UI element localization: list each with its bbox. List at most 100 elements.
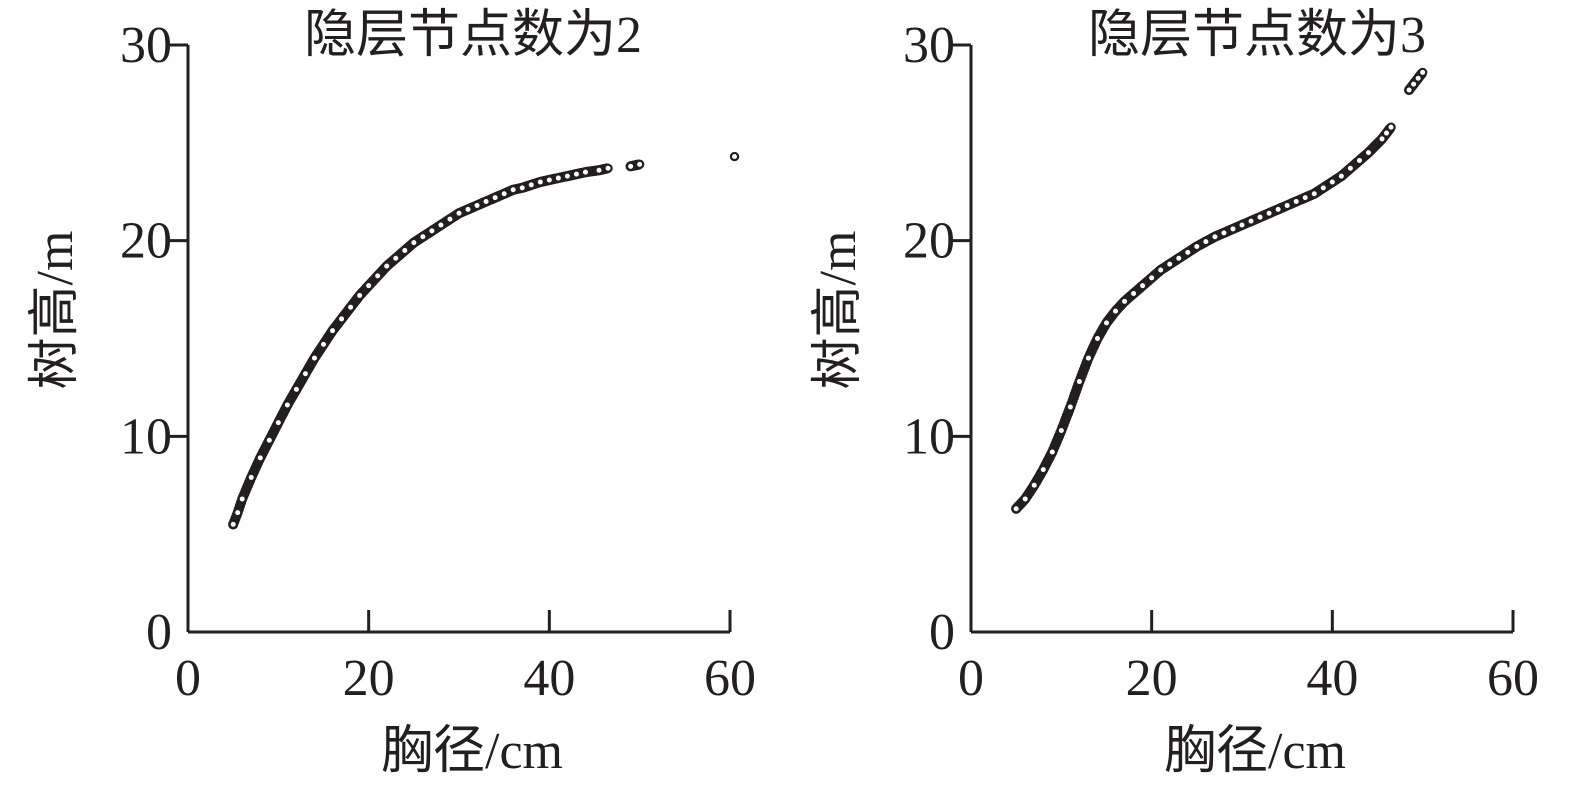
data-point <box>255 453 265 463</box>
y-tick-label: 0 <box>146 604 172 661</box>
data-point <box>1065 402 1076 412</box>
data-point <box>1381 128 1392 138</box>
x-tick-label: 0 <box>958 650 984 707</box>
data-point <box>1011 504 1021 514</box>
x-tick-label: 20 <box>343 650 395 707</box>
data-point <box>264 435 274 445</box>
data-point <box>318 339 329 350</box>
data-point <box>490 192 500 203</box>
data-point <box>1237 220 1247 230</box>
y-tick-label: 20 <box>903 213 955 270</box>
data-point <box>1219 228 1229 238</box>
data-point <box>1345 163 1356 173</box>
chart-panel-1: 隐层节点数为2 树高/m 胸径/cm 0 20 40 60 0 10 20 30 <box>27 7 756 780</box>
data-point <box>1336 171 1347 181</box>
data-point <box>228 519 238 530</box>
data-point <box>382 261 392 271</box>
data-point <box>463 204 473 215</box>
data-point <box>571 169 582 179</box>
data-point <box>391 253 401 263</box>
y-tick-label: 30 <box>120 17 172 74</box>
data-point <box>418 232 428 242</box>
data-points <box>228 151 740 530</box>
data-point <box>1282 200 1292 211</box>
data-point <box>1110 306 1121 316</box>
data-point <box>1408 79 1419 89</box>
data-point <box>729 151 740 162</box>
x-tick-label: 20 <box>1126 650 1178 707</box>
data-point <box>336 314 347 324</box>
data-point <box>427 226 437 236</box>
data-point <box>1165 259 1175 269</box>
data-point <box>1264 208 1274 218</box>
x-tick-label: 40 <box>523 650 575 707</box>
data-point <box>1201 236 1211 247</box>
data-point <box>400 245 410 256</box>
data-point <box>345 302 356 312</box>
data-point <box>1029 480 1039 490</box>
data-point <box>1417 67 1428 78</box>
y-tick-label: 30 <box>903 17 955 74</box>
data-point <box>603 163 613 173</box>
x-axis-label: 胸径/cm <box>1164 723 1346 780</box>
data-point <box>1246 216 1256 226</box>
data-point <box>1038 464 1048 475</box>
data-point <box>327 325 338 336</box>
data-point <box>273 417 284 428</box>
data-point <box>1056 425 1067 436</box>
data-point <box>580 167 591 177</box>
data-point <box>1183 247 1193 258</box>
data-point <box>562 171 573 181</box>
data-point <box>594 165 604 175</box>
data-point <box>363 280 374 291</box>
data-point <box>232 507 243 518</box>
data-point <box>1210 232 1220 242</box>
y-tick-label: 10 <box>903 408 955 465</box>
y-tick-label: 10 <box>120 408 172 465</box>
data-point <box>1318 183 1329 193</box>
data-point <box>526 180 536 190</box>
data-point <box>409 237 419 248</box>
data-point <box>1273 204 1283 215</box>
data-point <box>1192 241 1202 252</box>
data-point <box>508 185 518 195</box>
y-tick-label: 20 <box>120 213 172 270</box>
data-point <box>445 214 455 224</box>
data-point <box>472 200 482 211</box>
data-point <box>1047 447 1058 457</box>
data-point <box>1300 192 1310 203</box>
data-point <box>535 177 546 187</box>
data-point <box>499 189 509 199</box>
chart-title: 隐层节点数为3 <box>1088 7 1426 64</box>
x-tick-label: 60 <box>1487 650 1539 707</box>
y-tick-label: 0 <box>929 604 955 661</box>
data-point <box>300 369 311 379</box>
data-point <box>1146 273 1157 283</box>
x-tick-label: 40 <box>1306 650 1358 707</box>
data-point <box>1083 353 1094 363</box>
chart-title: 隐层节点数为2 <box>304 7 642 64</box>
data-point <box>1074 376 1085 387</box>
tick-group: 0 20 40 60 0 10 20 30 <box>120 17 756 707</box>
y-axis-label: 树高/m <box>810 231 867 390</box>
data-point <box>481 196 491 207</box>
data-point <box>1128 288 1139 299</box>
y-axis-label: 树高/m <box>27 231 84 390</box>
x-axis-label: 胸径/cm <box>381 723 563 780</box>
data-point <box>1327 177 1338 187</box>
data-point <box>436 220 446 230</box>
data-point <box>291 384 302 395</box>
data-point <box>553 173 564 183</box>
x-tick-label: 0 <box>175 650 201 707</box>
data-point <box>1101 318 1112 328</box>
data-point <box>1174 253 1184 263</box>
tick-group: 0 20 40 60 0 10 20 30 <box>903 17 1539 707</box>
data-point <box>1404 85 1414 95</box>
data-point <box>454 208 464 218</box>
data-point <box>237 494 247 504</box>
data-points <box>1011 67 1428 514</box>
data-point <box>1291 196 1301 207</box>
data-point <box>1363 147 1374 158</box>
data-point <box>1309 189 1319 199</box>
